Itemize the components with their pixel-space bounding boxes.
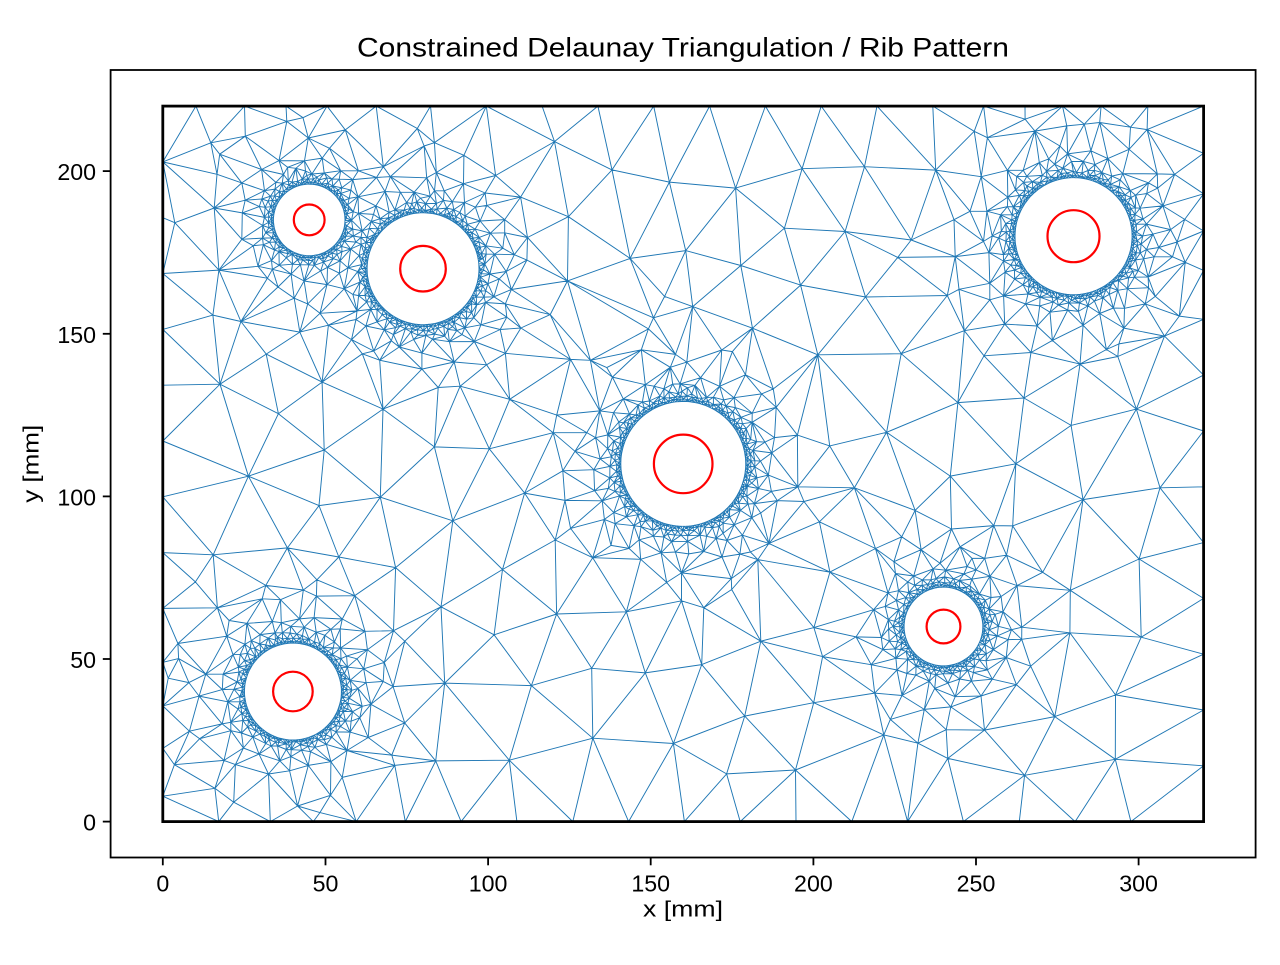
svg-text:Constrained Delaunay Triangula: Constrained Delaunay Triangulation / Rib… xyxy=(357,33,1009,63)
svg-text:x [mm]: x [mm] xyxy=(643,897,723,922)
svg-text:50: 50 xyxy=(70,647,96,673)
svg-text:250: 250 xyxy=(957,870,996,896)
svg-text:200: 200 xyxy=(57,159,96,185)
svg-text:y [mm]: y [mm] xyxy=(19,425,44,503)
svg-text:150: 150 xyxy=(631,870,670,896)
svg-text:300: 300 xyxy=(1119,870,1158,896)
svg-text:0: 0 xyxy=(83,810,96,836)
svg-text:100: 100 xyxy=(469,870,508,896)
svg-text:200: 200 xyxy=(794,870,833,896)
svg-text:50: 50 xyxy=(313,870,339,896)
svg-text:0: 0 xyxy=(156,870,169,896)
svg-text:150: 150 xyxy=(57,322,96,348)
svg-text:100: 100 xyxy=(57,484,96,510)
